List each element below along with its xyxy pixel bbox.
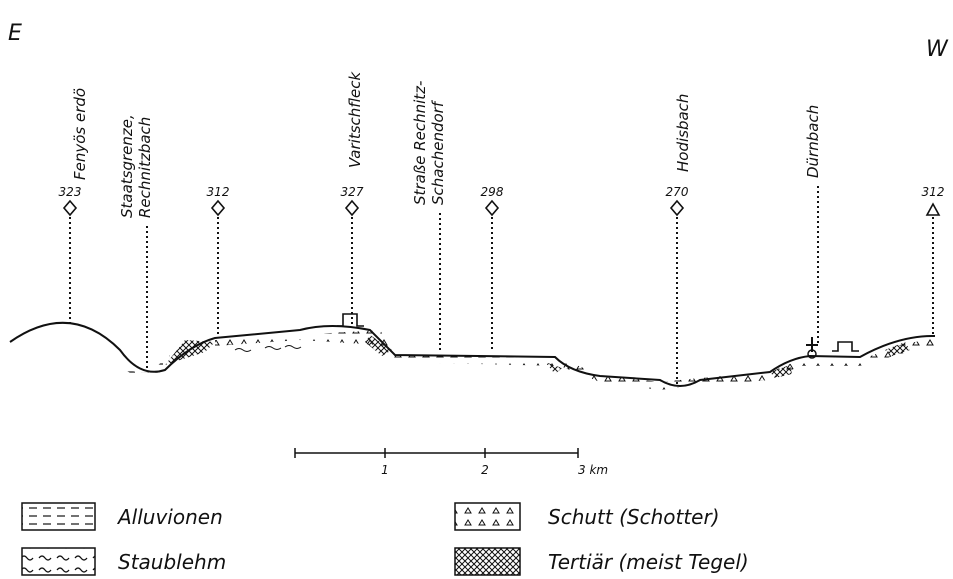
place-label: Dürnbach xyxy=(804,105,822,178)
loess xyxy=(235,346,301,352)
tertiary xyxy=(165,340,215,365)
gravel xyxy=(215,330,935,390)
direction-left: E xyxy=(8,21,22,46)
elevation-label: 312 xyxy=(207,185,230,199)
swatch-tertiary xyxy=(455,548,520,575)
place-label: Varitschfleck xyxy=(346,71,364,168)
elevation-label: 327 xyxy=(341,185,364,199)
legend-label: Alluvionen xyxy=(116,505,223,529)
geologic-profile: E W Fenyös erdö Staatsgrenze,Rechnitzbach… xyxy=(0,0,953,579)
elevation-label: 270 xyxy=(666,185,689,199)
diamond-marker xyxy=(486,201,498,215)
terrain-line xyxy=(10,323,935,386)
legend-label: Schutt (Schotter) xyxy=(548,505,720,529)
scale-label: 1 xyxy=(381,463,389,477)
swatch-alluvium xyxy=(22,503,95,530)
direction-right: W xyxy=(926,37,949,62)
scale-bar xyxy=(295,448,578,458)
diamond-marker xyxy=(212,201,224,215)
elevation-label: 323 xyxy=(59,185,82,199)
legend-swatches xyxy=(22,503,520,575)
elevation-label: 312 xyxy=(922,185,945,199)
legend-label: Tertiär (meist Tegel) xyxy=(548,550,749,574)
building-symbol xyxy=(337,314,859,351)
place-label: Fenyös erdö xyxy=(71,88,89,180)
triangle-marker xyxy=(927,204,939,215)
place-label: Rechnitzbach xyxy=(136,117,154,218)
scale-label: 3 km xyxy=(578,463,608,477)
place-label: Schachendorf xyxy=(429,99,447,205)
place-label: Staatsgrenze, xyxy=(118,114,136,218)
swatch-loess xyxy=(22,548,95,575)
elevation-label: 298 xyxy=(481,185,504,199)
scale-label: 2 xyxy=(481,463,489,477)
diamond-marker xyxy=(64,201,76,215)
legend-label: Staublehm xyxy=(118,550,226,574)
diamond-marker xyxy=(346,201,358,215)
place-label: Hodisbach xyxy=(674,94,692,172)
diamond-marker xyxy=(671,201,683,215)
swatch-gravel xyxy=(455,503,520,530)
place-label: Straße Rechnitz- xyxy=(411,81,429,205)
